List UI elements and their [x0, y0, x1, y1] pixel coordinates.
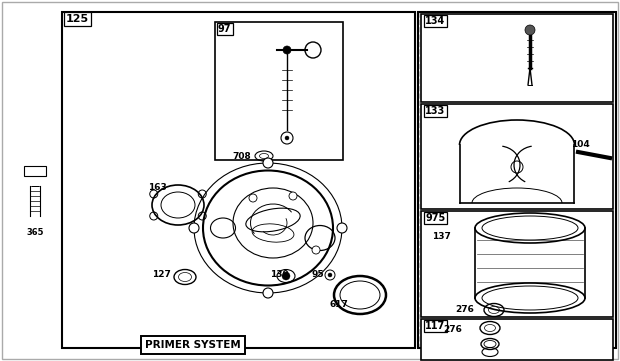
Text: 133: 133	[425, 106, 445, 116]
Text: 134: 134	[425, 16, 445, 26]
Bar	[421, 104, 613, 209]
Circle shape	[328, 273, 332, 277]
Circle shape	[249, 194, 257, 202]
Bar	[421, 211, 613, 317]
Circle shape	[289, 192, 297, 200]
Text: 617: 617	[330, 300, 349, 309]
Bar	[24, 166, 46, 176]
Circle shape	[282, 272, 290, 280]
Bar	[421, 319, 613, 360]
Text: 276: 276	[443, 325, 462, 334]
Text: PRIMER SYSTEM: PRIMER SYSTEM	[145, 340, 241, 350]
Bar	[62, 12, 415, 348]
Text: 708: 708	[232, 152, 250, 161]
Text: 163: 163	[148, 183, 167, 192]
Circle shape	[263, 288, 273, 298]
Circle shape	[283, 46, 291, 54]
Text: 117: 117	[425, 321, 445, 331]
Text: 127: 127	[152, 270, 171, 279]
Text: 365: 365	[26, 228, 44, 237]
Text: 276: 276	[455, 305, 474, 314]
Circle shape	[525, 25, 535, 35]
Text: 975: 975	[425, 213, 445, 223]
Bar	[418, 12, 616, 348]
Text: 125: 125	[66, 14, 89, 24]
Circle shape	[285, 136, 289, 140]
Text: 95: 95	[312, 270, 325, 279]
Circle shape	[337, 223, 347, 233]
Circle shape	[189, 223, 199, 233]
Text: 137: 137	[432, 232, 451, 241]
Text: 104: 104	[571, 140, 590, 149]
Text: eReplacementParts.com: eReplacementParts.com	[246, 195, 374, 205]
Bar	[421, 14, 613, 102]
Circle shape	[312, 246, 320, 254]
Text: 130: 130	[270, 270, 289, 279]
Bar	[215, 22, 343, 160]
Text: 97: 97	[218, 24, 231, 34]
Circle shape	[263, 158, 273, 168]
